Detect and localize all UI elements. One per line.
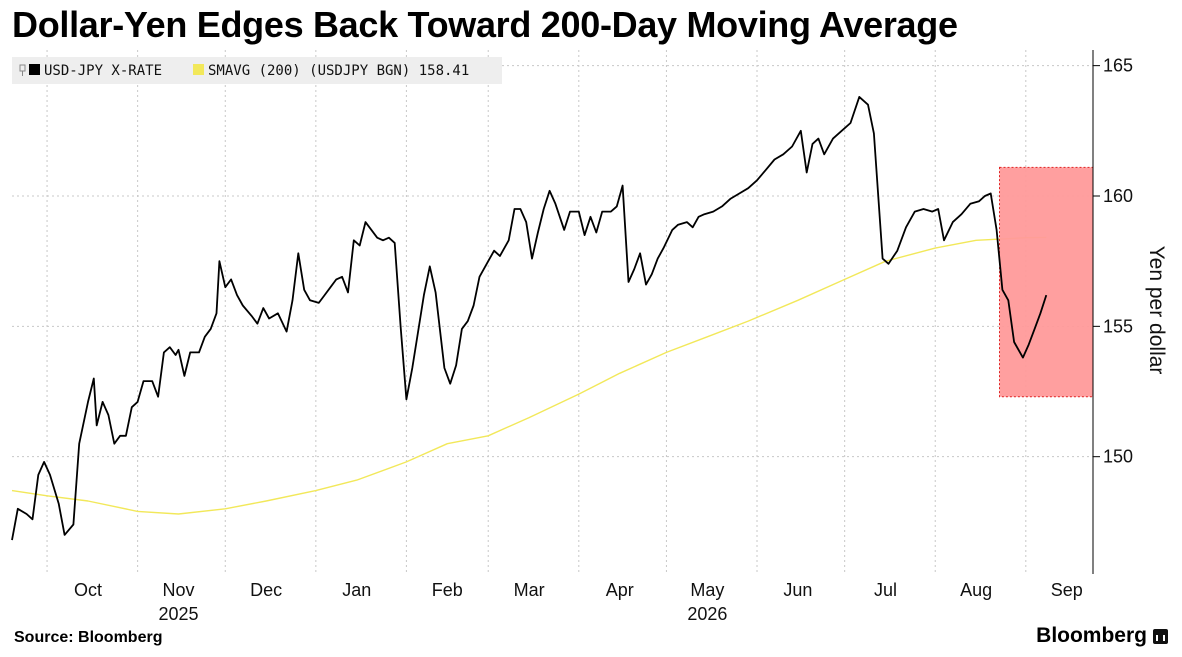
sma200-line bbox=[11, 236, 1047, 515]
legend-pin-icon bbox=[19, 64, 26, 76]
legend-background bbox=[12, 57, 502, 84]
x-tick-label: Dec bbox=[250, 580, 282, 600]
x-tick-label: Apr bbox=[606, 580, 634, 600]
x-year-label: 2026 bbox=[687, 604, 727, 624]
chart-title: Dollar-Yen Edges Back Toward 200-Day Mov… bbox=[12, 4, 958, 45]
x-tick-label: Feb bbox=[432, 580, 463, 600]
legend-swatch-sma200 bbox=[193, 64, 204, 75]
usdjpy-series bbox=[11, 96, 1048, 541]
source-note: Source: Bloomberg bbox=[14, 629, 163, 646]
x-tick-label: May bbox=[690, 580, 724, 600]
brand-name: Bloomberg bbox=[1036, 624, 1147, 647]
legend-label-usdjpy: USD-JPY X-RATE bbox=[44, 63, 162, 79]
x-tick-label: Oct bbox=[74, 580, 102, 600]
y-tick-label: 160 bbox=[1103, 186, 1133, 206]
x-tick-label: Mar bbox=[514, 580, 545, 600]
x-tick-label: Jun bbox=[783, 580, 812, 600]
x-tick-label: Jul bbox=[874, 580, 897, 600]
legend: USD-JPY X-RATE SMAVG (200) (USDJPY BGN) 1… bbox=[12, 57, 502, 84]
axes: 150 155 160 165 Yen per dollar Oct Nov Dec Jan Fe… bbox=[74, 50, 1168, 624]
bloomberg-logo: Bloomberg bbox=[1036, 624, 1168, 648]
y-tick-label: 150 bbox=[1103, 447, 1133, 467]
legend-swatch-usdjpy bbox=[29, 64, 40, 75]
y-axis-label: Yen per dollar bbox=[1145, 246, 1168, 375]
highlight-box bbox=[999, 166, 1094, 398]
x-tick-label: Nov bbox=[163, 580, 195, 600]
x-tick-label: Jan bbox=[342, 580, 371, 600]
x-tick-label: Aug bbox=[960, 580, 992, 600]
x-year-label: 2025 bbox=[159, 604, 199, 624]
gridlines bbox=[12, 50, 1093, 574]
y-tick-label: 155 bbox=[1103, 316, 1133, 336]
y-tick-label: 165 bbox=[1103, 56, 1133, 76]
legend-label-sma200: SMAVG (200) (USDJPY BGN) 158.41 bbox=[208, 63, 469, 79]
highlight-layer bbox=[999, 166, 1094, 398]
usdjpy-line bbox=[11, 96, 1048, 541]
x-tick-label: Sep bbox=[1051, 580, 1083, 600]
terminal-icon bbox=[1153, 628, 1168, 644]
sma-series bbox=[11, 236, 1047, 515]
